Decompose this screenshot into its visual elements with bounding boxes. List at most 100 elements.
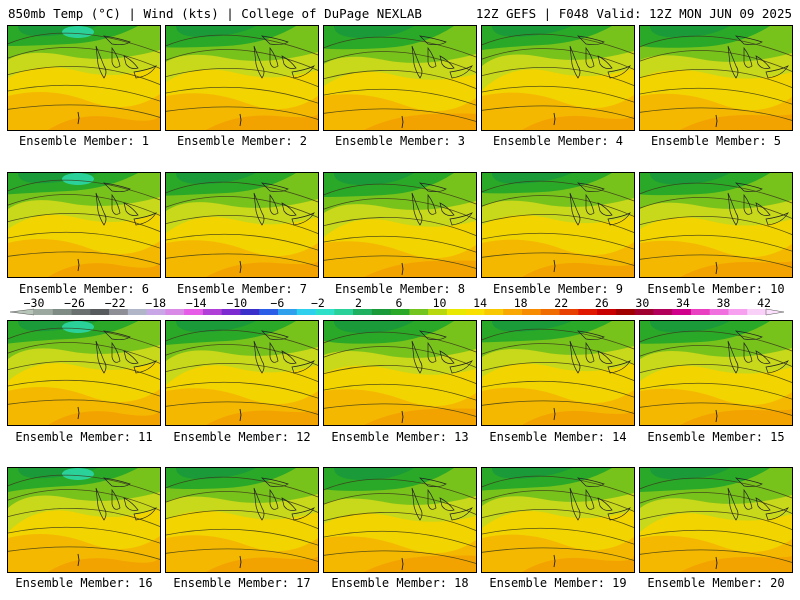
ensemble-member-map bbox=[7, 467, 161, 573]
colorbar-swatch bbox=[221, 309, 241, 315]
colorbar-swatch bbox=[522, 309, 542, 315]
ensemble-member-map bbox=[481, 320, 635, 426]
ensemble-member-map bbox=[7, 172, 161, 278]
colorbar-swatch bbox=[409, 309, 429, 315]
ensemble-member-map bbox=[481, 467, 635, 573]
colorbar-swatch bbox=[465, 309, 485, 315]
ensemble-member-label: Ensemble Member: 11 bbox=[15, 430, 153, 444]
colorbar-tick: −18 bbox=[145, 296, 167, 310]
ensemble-member-label: Ensemble Member: 5 bbox=[650, 134, 782, 148]
ensemble-member-label: Ensemble Member: 17 bbox=[173, 576, 311, 590]
colorbar-swatch bbox=[90, 309, 110, 315]
colorbar-swatch bbox=[578, 309, 598, 315]
colorbar-swatch bbox=[390, 309, 410, 315]
colorbar-swatch bbox=[34, 309, 54, 315]
colorbar-tick: −26 bbox=[64, 296, 85, 310]
ensemble-member-label: Ensemble Member: 18 bbox=[331, 576, 469, 590]
colorbar-tick: 6 bbox=[395, 296, 403, 310]
colorbar-tick: 30 bbox=[635, 296, 650, 310]
colorbar-swatch bbox=[484, 309, 504, 315]
colorbar-swatch bbox=[672, 309, 692, 315]
colorbar-swatch bbox=[634, 309, 654, 315]
header-run-info: 12Z GEFS | F048 Valid: 12Z MON JUN 09 20… bbox=[475, 6, 792, 21]
colorbar-tick: −22 bbox=[104, 296, 126, 310]
colorbar-tick: −30 bbox=[23, 296, 45, 310]
colorbar-tick: 2 bbox=[354, 296, 362, 310]
colorbar-tick: 42 bbox=[757, 296, 771, 310]
ensemble-member-label: Ensemble Member: 10 bbox=[647, 282, 785, 296]
ensemble-member-map bbox=[639, 467, 793, 573]
colorbar-swatch bbox=[597, 309, 617, 315]
colorbar-swatch bbox=[109, 309, 129, 315]
colorbar-swatch bbox=[728, 309, 748, 315]
colorbar-swatch bbox=[615, 309, 636, 315]
ensemble-member-label: Ensemble Member: 8 bbox=[334, 282, 466, 296]
colorbar-swatch bbox=[690, 309, 711, 315]
ensemble-member-map bbox=[639, 320, 793, 426]
ensemble-member-label: Ensemble Member: 3 bbox=[334, 134, 466, 148]
ensemble-member-map bbox=[323, 467, 477, 573]
colorbar-swatch bbox=[709, 309, 729, 315]
ensemble-member-label: Ensemble Member: 1 bbox=[18, 134, 150, 148]
ensemble-member-map bbox=[7, 25, 161, 131]
ensemble-member-map bbox=[165, 467, 319, 573]
colorbar-swatch bbox=[240, 309, 260, 315]
ensemble-member-label: Ensemble Member: 20 bbox=[647, 576, 785, 590]
temperature-colorbar bbox=[9, 308, 785, 316]
colorbar-swatch bbox=[747, 309, 767, 315]
colorbar-swatch bbox=[202, 309, 223, 315]
colorbar-swatch bbox=[653, 309, 673, 315]
ensemble-member-map bbox=[323, 320, 477, 426]
ensemble-member-label: Ensemble Member: 15 bbox=[647, 430, 785, 444]
colorbar-swatch bbox=[184, 309, 204, 315]
ensemble-member-label: Ensemble Member: 7 bbox=[176, 282, 308, 296]
colorbar-tick: 26 bbox=[594, 296, 609, 310]
ensemble-member-map bbox=[481, 25, 635, 131]
colorbar-swatch bbox=[371, 309, 392, 315]
ensemble-member-map bbox=[323, 172, 477, 278]
ensemble-member-map bbox=[639, 25, 793, 131]
colorbar-tick: −6 bbox=[270, 296, 285, 310]
colorbar-swatch bbox=[259, 309, 279, 315]
colorbar-swatch bbox=[165, 309, 185, 315]
ensemble-member-map bbox=[323, 25, 477, 131]
colorbar-tick: −10 bbox=[226, 296, 248, 310]
colorbar-swatch bbox=[503, 309, 523, 315]
colorbar-tick: 34 bbox=[675, 296, 690, 310]
header-title-left: 850mb Temp (°C) | Wind (kts) | College o… bbox=[8, 6, 422, 21]
colorbar-tick: 10 bbox=[432, 296, 447, 310]
ensemble-member-map bbox=[165, 320, 319, 426]
colorbar-tick: 38 bbox=[716, 296, 731, 310]
colorbar-swatch bbox=[559, 309, 579, 315]
ensemble-member-label: Ensemble Member: 2 bbox=[176, 134, 308, 148]
colorbar-tick: −14 bbox=[185, 296, 207, 310]
colorbar-swatch bbox=[353, 309, 373, 315]
ensemble-member-label: Ensemble Member: 16 bbox=[15, 576, 153, 590]
ensemble-member-label: Ensemble Member: 13 bbox=[331, 430, 469, 444]
colorbar-swatch bbox=[540, 309, 560, 315]
ensemble-member-label: Ensemble Member: 19 bbox=[489, 576, 627, 590]
ensemble-member-map bbox=[7, 320, 161, 426]
colorbar-swatch bbox=[334, 309, 354, 315]
ensemble-member-map bbox=[639, 172, 793, 278]
colorbar-tick: −2 bbox=[310, 296, 325, 310]
colorbar-tick: 14 bbox=[473, 296, 488, 310]
colorbar-swatch bbox=[428, 309, 448, 315]
colorbar-swatch bbox=[146, 309, 166, 315]
colorbar-swatch bbox=[52, 309, 72, 315]
ensemble-member-map bbox=[481, 172, 635, 278]
ensemble-member-map bbox=[165, 172, 319, 278]
colorbar-swatch bbox=[446, 309, 467, 315]
colorbar-swatch bbox=[127, 309, 148, 315]
ensemble-member-label: Ensemble Member: 6 bbox=[18, 282, 150, 296]
colorbar-tick: 18 bbox=[513, 296, 528, 310]
ensemble-member-label: Ensemble Member: 4 bbox=[492, 134, 624, 148]
ensemble-member-label: Ensemble Member: 12 bbox=[173, 430, 311, 444]
colorbar-swatch bbox=[296, 309, 316, 315]
colorbar-swatch bbox=[71, 309, 91, 315]
ensemble-member-map bbox=[165, 25, 319, 131]
colorbar-right-arrow bbox=[765, 308, 785, 316]
colorbar-swatch bbox=[315, 309, 335, 315]
ensemble-member-label: Ensemble Member: 9 bbox=[492, 282, 624, 296]
ensemble-member-label: Ensemble Member: 14 bbox=[489, 430, 627, 444]
